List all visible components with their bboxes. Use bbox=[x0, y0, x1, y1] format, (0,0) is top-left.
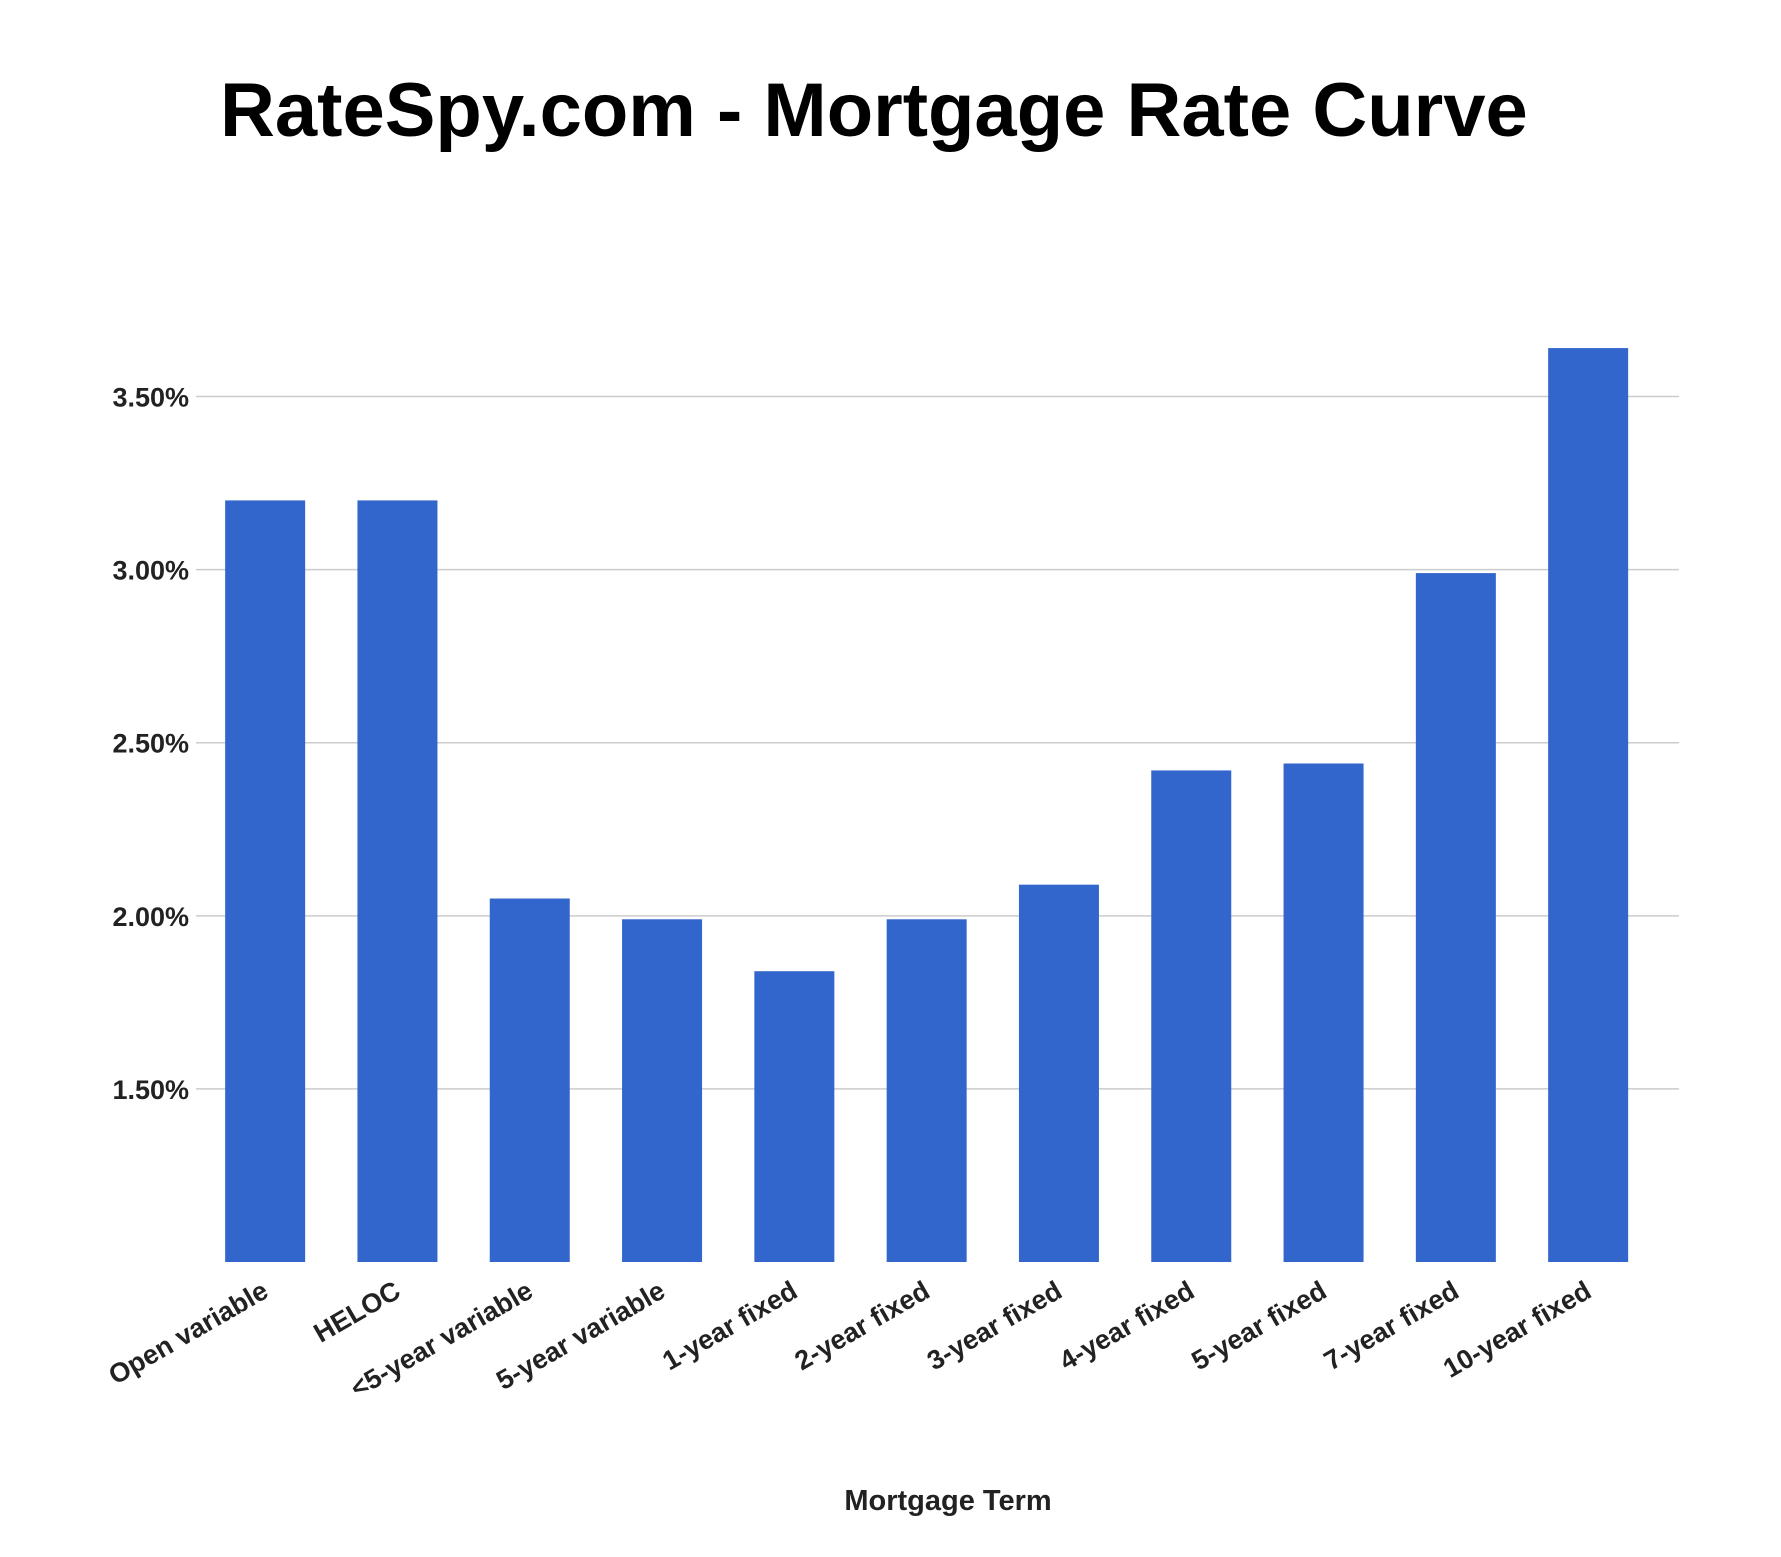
x-category-label: HELOC bbox=[309, 1275, 406, 1348]
x-category-label: 5-year fixed bbox=[1187, 1275, 1332, 1376]
y-axis-tick-labels: 1.50% 2.00% 2.50% 3.00% 3.50% bbox=[112, 383, 189, 1105]
bars bbox=[225, 348, 1629, 1263]
x-category-label: 4-year fixed bbox=[1054, 1275, 1199, 1376]
bar bbox=[622, 919, 703, 1262]
bar bbox=[1151, 770, 1232, 1262]
chart-title: RateSpy.com - Mortgage Rate Curve bbox=[220, 68, 1528, 153]
y-tick-label: 2.50% bbox=[112, 729, 189, 759]
x-axis-category-labels: Open variable HELOC<5-year variable5-year… bbox=[103, 1275, 1596, 1403]
x-category-label: 10-year fixed bbox=[1438, 1275, 1596, 1384]
bar bbox=[1548, 348, 1629, 1263]
bar bbox=[225, 500, 306, 1262]
bar bbox=[1018, 884, 1099, 1262]
bar bbox=[754, 971, 835, 1262]
y-tick-label: 1.50% bbox=[112, 1075, 189, 1105]
x-category-label: 3-year fixed bbox=[922, 1275, 1067, 1376]
y-tick-label: 2.00% bbox=[112, 902, 189, 932]
y-tick-label: 3.50% bbox=[112, 383, 189, 413]
x-category-label: Open variable bbox=[103, 1275, 273, 1390]
bar bbox=[489, 898, 570, 1262]
x-category-label: 1-year fixed bbox=[657, 1275, 802, 1376]
bar bbox=[1415, 573, 1496, 1262]
bar bbox=[886, 919, 967, 1262]
bar bbox=[357, 500, 438, 1262]
y-tick-label: 3.00% bbox=[112, 556, 189, 586]
bar bbox=[1283, 763, 1364, 1262]
x-category-label: 2-year fixed bbox=[790, 1275, 935, 1376]
x-axis-title: Mortgage Term bbox=[844, 1485, 1051, 1517]
